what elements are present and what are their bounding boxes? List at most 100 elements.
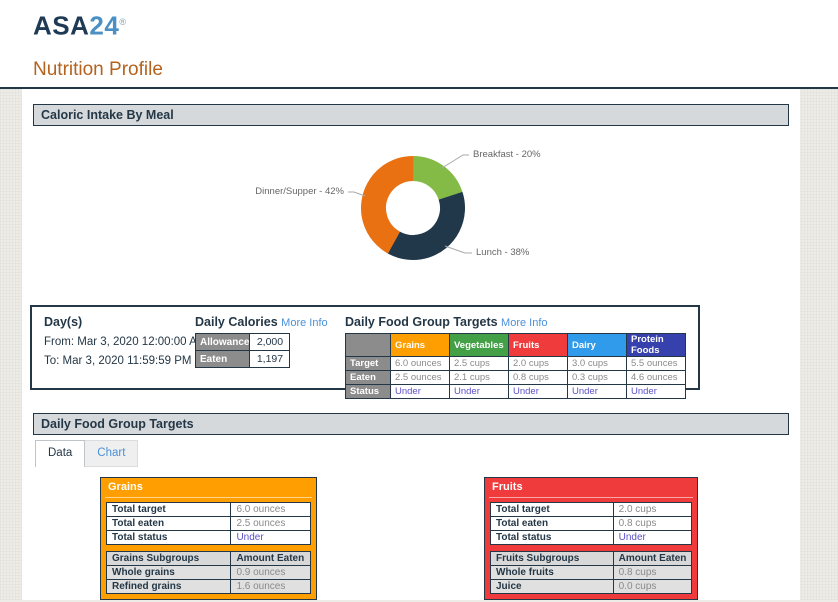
row-header-eaten: Eaten xyxy=(345,370,391,385)
logo-text-24: 24 xyxy=(89,10,120,41)
date-to-value: Mar 3, 2020 11:59:59 PM xyxy=(62,355,192,367)
subgroups-header-row: Fruits Subgroups Amount Eaten xyxy=(490,551,693,566)
table-row: Allowance 2,000 xyxy=(194,333,291,351)
food-group-targets-table: Grains Vegetables Fruits Dairy Protein F… xyxy=(345,333,686,399)
refined-grains-label: Refined grains xyxy=(105,579,232,594)
section-header-caloric-intake: Caloric Intake By Meal xyxy=(33,104,789,126)
column-header-fruits: Fruits xyxy=(508,333,568,357)
allowance-value: 2,000 xyxy=(249,333,291,351)
food-group-targets-block: Daily Food Group Targets More Info Grain… xyxy=(345,315,698,399)
total-eaten-label: Total eaten xyxy=(490,516,614,531)
table-row: Refined grains 1.6 ounces xyxy=(105,579,311,594)
juice-label: Juice xyxy=(490,579,614,594)
summary-panel: Day(s) From: Mar 3, 2020 12:00:00 AM To:… xyxy=(30,305,700,399)
grains-totals-table: Total target 6.0 ounces Total eaten 2.5 ou… xyxy=(105,502,311,545)
tab-chart[interactable]: Chart xyxy=(85,440,139,467)
food-group-targets-heading: Daily Food Group Targets More Info xyxy=(345,315,698,329)
eaten-value: 2.1 cups xyxy=(449,370,509,385)
dinner-leader-line xyxy=(348,191,366,197)
eaten-value: 2.5 ounces xyxy=(390,370,450,385)
table-row: Whole fruits 0.8 cups xyxy=(490,565,693,580)
total-target-label: Total target xyxy=(105,502,232,517)
date-from-value: Mar 3, 2020 12:00:00 AM xyxy=(77,336,207,348)
amount-eaten-header: Amount Eaten xyxy=(612,551,693,566)
subgroups-header-label: Fruits Subgroups xyxy=(490,551,614,566)
donut-label-lunch: Lunch - 38% xyxy=(476,247,530,258)
total-status-label: Total status xyxy=(490,530,614,545)
total-status-label: Total status xyxy=(105,530,232,545)
table-row: Juice 0.0 cups xyxy=(490,579,693,594)
logo-text-asa: ASA xyxy=(33,10,90,41)
total-eaten-value: 0.8 cups xyxy=(612,516,693,531)
amount-eaten-header: Amount Eaten xyxy=(230,551,311,566)
subgroups-header-label: Grains Subgroups xyxy=(105,551,232,566)
table-row: Total eaten 0.8 cups xyxy=(490,516,693,531)
days-block: Day(s) From: Mar 3, 2020 12:00:00 AM To:… xyxy=(44,315,206,388)
donut-label-dinner-supper: Dinner/Supper - 42% xyxy=(255,186,344,197)
fruits-table: Fruits Total target 2.0 cups Total eaten 0… xyxy=(484,477,698,600)
table-header-row: Grains Vegetables Fruits Dairy Protein F… xyxy=(345,333,686,357)
daily-calories-heading: Daily Calories More Info xyxy=(195,315,345,329)
tab-data[interactable]: Data xyxy=(35,440,86,467)
refined-grains-value: 1.6 ounces xyxy=(230,579,311,594)
total-target-label: Total target xyxy=(490,502,614,517)
content-panel: Caloric Intake By Meal Breakfast - 20% L… xyxy=(22,89,800,600)
total-eaten-value: 2.5 ounces xyxy=(230,516,311,531)
juice-value: 0.0 cups xyxy=(612,579,693,594)
food-group-targets-title: Daily Food Group Targets xyxy=(345,315,498,329)
total-status-link[interactable]: Under xyxy=(612,530,693,545)
fruits-subgroups-table: Fruits Subgroups Amount Eaten Whole fruit… xyxy=(490,551,693,594)
status-row: Status Under Under Under Under Under xyxy=(345,384,686,399)
status-link[interactable]: Under xyxy=(390,384,450,399)
target-value: 2.0 cups xyxy=(508,356,568,371)
donut-segments xyxy=(361,156,465,260)
status-link[interactable]: Under xyxy=(626,384,686,399)
status-link[interactable]: Under xyxy=(449,384,509,399)
donut-label-breakfast: Breakfast - 20% xyxy=(473,149,541,160)
asa24-logo[interactable]: ASA24® xyxy=(33,8,126,40)
status-link[interactable]: Under xyxy=(508,384,568,399)
grains-column: Grains Total target 6.0 ounces Total eate… xyxy=(100,477,317,602)
total-target-value: 2.0 cups xyxy=(612,502,693,517)
fruits-column: Fruits Total target 2.0 cups Total eaten 0… xyxy=(484,477,698,602)
whole-grains-label: Whole grains xyxy=(105,565,232,580)
target-value: 3.0 cups xyxy=(567,356,627,371)
eaten-value: 0.3 cups xyxy=(567,370,627,385)
target-row: Target 6.0 ounces 2.5 cups 2.0 cups 3.0 … xyxy=(345,356,686,371)
total-eaten-label: Total eaten xyxy=(105,516,232,531)
column-header-protein-foods: Protein Foods xyxy=(626,333,686,357)
daily-calories-more-info-link[interactable]: More Info xyxy=(281,317,328,329)
allowance-label: Allowance xyxy=(194,333,251,351)
table-row: Eaten 1,197 xyxy=(194,350,291,368)
whole-fruits-value: 0.8 cups xyxy=(612,565,693,580)
target-value: 2.5 cups xyxy=(449,356,509,371)
caloric-intake-chart: Breakfast - 20% Lunch - 38% Dinner/Suppe… xyxy=(22,126,800,298)
whole-fruits-label: Whole fruits xyxy=(490,565,614,580)
page-title: Nutrition Profile xyxy=(33,58,163,80)
eaten-value: 0.8 cups xyxy=(508,370,568,385)
eaten-value: 4.6 ounces xyxy=(626,370,686,385)
row-header-target: Target xyxy=(345,356,391,371)
status-link[interactable]: Under xyxy=(567,384,627,399)
eaten-value: 1,197 xyxy=(249,350,291,368)
food-group-targets-more-info-link[interactable]: More Info xyxy=(501,317,548,329)
lunch-leader-line xyxy=(444,245,472,254)
donut-chart-svg xyxy=(348,154,472,260)
app-header: ASA24® Nutrition Profile xyxy=(0,0,838,89)
daily-calories-title: Daily Calories xyxy=(195,315,278,329)
page-background: Caloric Intake By Meal Breakfast - 20% L… xyxy=(0,89,838,600)
daily-calories-block: Daily Calories More Info Allowance 2,000… xyxy=(194,315,345,388)
total-target-value: 6.0 ounces xyxy=(230,502,311,517)
column-header-vegetables: Vegetables xyxy=(449,333,509,357)
date-to: To: Mar 3, 2020 11:59:59 PM xyxy=(44,355,195,367)
table-row: Total target 2.0 cups xyxy=(490,502,693,517)
column-header-grains: Grains xyxy=(390,333,450,357)
eaten-row: Eaten 2.5 ounces 2.1 cups 0.8 cups 0.3 c… xyxy=(345,370,686,385)
subgroups-header-row: Grains Subgroups Amount Eaten xyxy=(105,551,311,566)
table-row: Total target 6.0 ounces xyxy=(105,502,311,517)
days-heading: Day(s) xyxy=(44,315,83,329)
tab-content-data: Grains Total target 6.0 ounces Total eate… xyxy=(22,467,800,602)
table-row: Whole grains 0.9 ounces xyxy=(105,565,311,580)
total-status-link[interactable]: Under xyxy=(230,530,311,545)
fruits-totals-table: Total target 2.0 cups Total eaten 0.8 cups… xyxy=(490,502,693,545)
